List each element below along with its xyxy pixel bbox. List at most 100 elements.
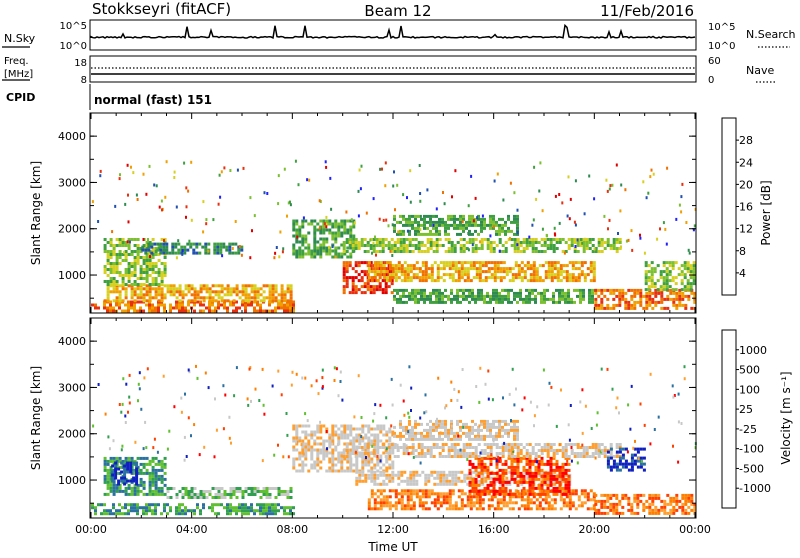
- velocity-cell: [562, 446, 565, 449]
- power-cell: [420, 224, 423, 227]
- power-cell: [513, 191, 515, 194]
- power-cell: [205, 222, 207, 225]
- velocity-cell: [460, 480, 463, 483]
- velocity-cell: [445, 455, 448, 458]
- power-cell: [358, 264, 361, 267]
- power-cell: [548, 270, 551, 273]
- power-cell: [358, 214, 360, 217]
- power-cell: [116, 271, 119, 274]
- velocity-cell: [304, 449, 307, 452]
- power-cell: [110, 280, 113, 283]
- power-cell: [498, 298, 501, 301]
- power-cell: [651, 261, 654, 264]
- power-cell: [436, 241, 439, 244]
- power-cell: [143, 277, 146, 280]
- power-cell: [536, 276, 539, 279]
- velocity-cell: [547, 460, 550, 463]
- velocity-cell: [457, 443, 460, 446]
- power-cell: [200, 287, 203, 290]
- power-cell: [532, 247, 535, 250]
- velocity-cell: [486, 426, 489, 429]
- nsearch-top-tick: 10^5: [708, 22, 735, 33]
- power-cell: [558, 292, 561, 295]
- power-cell: [374, 236, 376, 239]
- power-cell: [370, 288, 373, 291]
- velocity-cell: [474, 429, 477, 432]
- power-cell: [116, 280, 119, 283]
- velocity-cell: [355, 455, 358, 458]
- velocity-cell: [511, 443, 514, 446]
- power-cell: [263, 290, 266, 293]
- velocity-cell: [502, 446, 505, 449]
- power-cell: [269, 284, 272, 287]
- power-cell: [471, 215, 474, 218]
- power-cell: [185, 293, 188, 296]
- velocity-cell: [310, 446, 313, 449]
- velocity-cell: [532, 446, 535, 449]
- power-cell: [208, 307, 211, 310]
- velocity-cell: [337, 434, 340, 437]
- power-cell: [104, 250, 107, 253]
- velocity-cell: [616, 443, 619, 446]
- velocity-cell: [370, 474, 373, 477]
- power-cell: [119, 244, 122, 247]
- power-cell: [536, 279, 539, 282]
- velocity-cell: [450, 438, 453, 441]
- velocity-cell: [391, 467, 394, 470]
- power-cell: [361, 291, 364, 294]
- velocity-cell: [127, 512, 130, 515]
- velocity-cell: [532, 449, 535, 452]
- power-cell: [406, 238, 409, 241]
- velocity-cell: [487, 446, 490, 449]
- velocity-cell: [418, 474, 421, 477]
- power-cell: [621, 289, 624, 292]
- velocity-cell: [551, 504, 554, 507]
- power-cell: [104, 268, 107, 271]
- power-cell: [586, 241, 589, 244]
- power-cell: [278, 293, 281, 296]
- power-cell: [128, 220, 130, 223]
- power-cell: [329, 177, 331, 180]
- power-cell: [472, 250, 475, 253]
- velocity-cell: [114, 474, 117, 477]
- velocity-cell: [442, 471, 445, 474]
- velocity-cell: [566, 504, 569, 507]
- velocity-cell: [149, 478, 152, 481]
- velocity-cell: [181, 509, 184, 512]
- power-cell: [225, 249, 228, 252]
- power-cell: [536, 273, 539, 276]
- power-cell: [364, 282, 367, 285]
- velocity-cell: [520, 472, 523, 475]
- power-cell: [540, 298, 543, 301]
- velocity-cell: [472, 490, 475, 493]
- velocity-cell: [107, 469, 110, 472]
- power-cell: [495, 233, 498, 236]
- colorbar-tick-label: 4: [739, 267, 746, 280]
- power-cell: [557, 276, 560, 279]
- velocity-cell: [424, 474, 427, 477]
- power-cell: [545, 261, 548, 264]
- velocity-cell: [397, 474, 400, 477]
- power-cell: [486, 224, 489, 227]
- velocity-cell: [125, 490, 128, 493]
- power-cell: [613, 247, 616, 250]
- velocity-cell: [161, 463, 164, 466]
- power-cell: [282, 250, 284, 253]
- power-cell: [564, 292, 567, 295]
- power-cell: [681, 282, 684, 285]
- power-cell: [97, 220, 99, 223]
- power-cell: [434, 279, 437, 282]
- power-cell: [364, 261, 367, 264]
- power-cell: [128, 247, 131, 250]
- velocity-cell: [367, 425, 370, 428]
- velocity-cell: [501, 426, 504, 429]
- power-cell: [301, 220, 304, 223]
- power-cell: [185, 216, 187, 219]
- power-cell: [501, 301, 504, 304]
- velocity-cell: [253, 509, 256, 512]
- power-cell: [248, 293, 251, 296]
- velocity-cell: [530, 507, 533, 510]
- power-cell: [429, 224, 432, 227]
- velocity-cell: [451, 443, 454, 446]
- velocity-cell: [600, 506, 603, 509]
